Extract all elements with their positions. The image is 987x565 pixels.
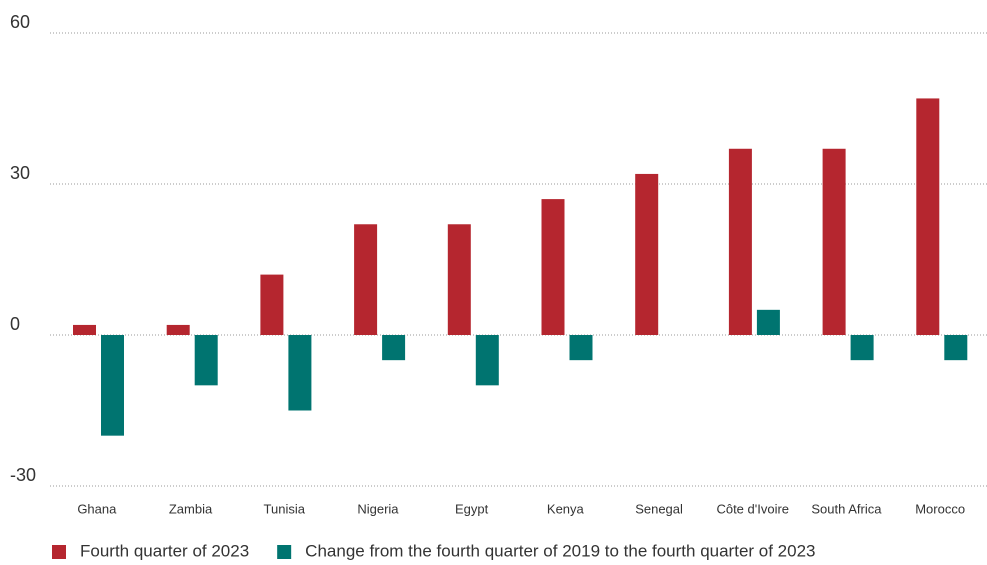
bar — [260, 274, 284, 335]
y-tick-label: -30 — [10, 465, 36, 485]
x-tick-label: Zambia — [169, 501, 213, 516]
bar — [288, 335, 312, 411]
bar — [382, 335, 406, 361]
bar — [944, 335, 968, 361]
y-tick-label: 60 — [10, 12, 30, 32]
bar — [354, 224, 378, 335]
bar — [447, 224, 471, 335]
legend-swatch — [277, 545, 292, 559]
bar — [635, 173, 659, 335]
bar — [101, 335, 124, 436]
legend-swatch — [52, 545, 66, 559]
bar — [73, 324, 96, 335]
x-tick-label: Tunisia — [264, 501, 306, 516]
bar — [194, 335, 218, 386]
bar — [475, 335, 499, 386]
x-tick-label: Nigeria — [357, 501, 399, 516]
bar — [916, 98, 940, 335]
x-tick-label: Morocco — [915, 501, 965, 516]
bar — [541, 199, 565, 335]
bar — [728, 148, 752, 335]
legend-label: Change from the fourth quarter of 2019 t… — [305, 541, 815, 560]
bar — [166, 324, 190, 335]
x-tick-label: Egypt — [455, 501, 489, 516]
x-tick-label: Senegal — [635, 501, 683, 516]
x-tick-label: Ghana — [77, 501, 117, 516]
legend-label: Fourth quarter of 2023 — [80, 541, 249, 560]
x-tick-label: Kenya — [547, 501, 585, 516]
bar — [756, 309, 780, 335]
bar — [850, 335, 874, 361]
x-tick-label: Côte d'Ivoire — [716, 501, 789, 516]
x-tick-label: South Africa — [811, 501, 882, 516]
y-tick-label: 0 — [10, 314, 20, 334]
y-tick-label: 30 — [10, 163, 30, 183]
bar — [569, 335, 593, 361]
bar — [822, 148, 846, 335]
